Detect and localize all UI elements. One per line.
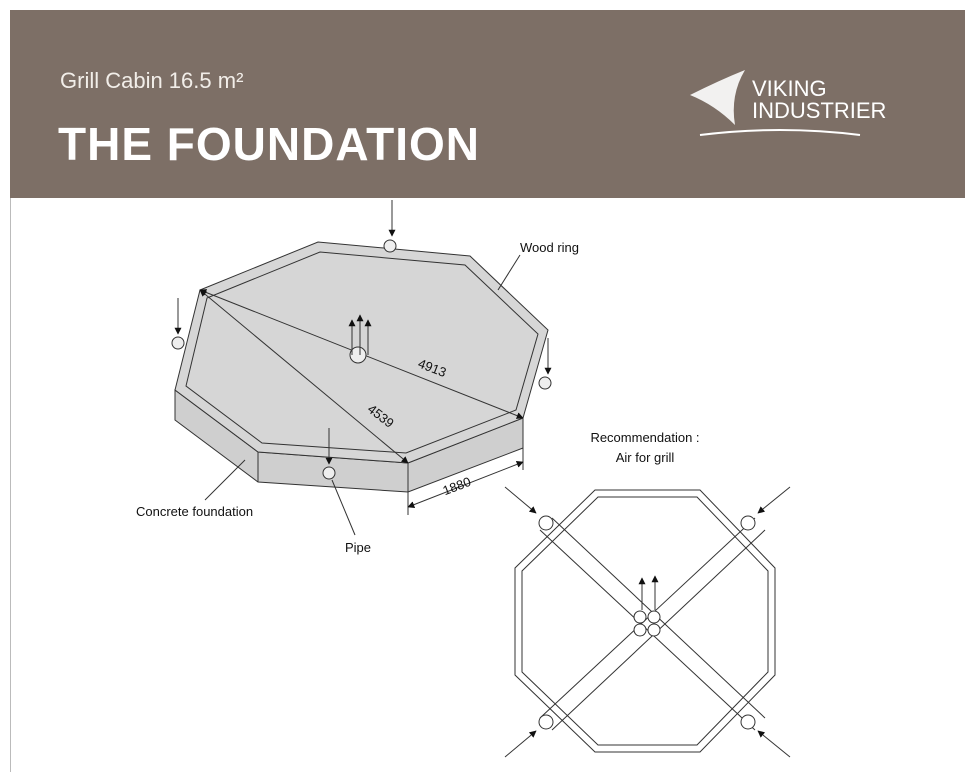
document: Grill Cabin 16.5 m² THE FOUNDATION VIKIN… — [0, 0, 965, 772]
subtitle: Grill Cabin 16.5 m² — [60, 68, 243, 93]
logo-line2: INDUSTRIER — [752, 98, 886, 123]
plan-view — [505, 487, 790, 757]
label-wood-ring: Wood ring — [520, 240, 579, 255]
plan-view-circle — [648, 611, 660, 623]
isometric-foundation-circle — [323, 467, 335, 479]
plan-view-circle — [634, 624, 646, 636]
page: The Foundation {"header": {"subtitle": "… — [0, 0, 965, 772]
recommendation-line1: Recommendation : — [590, 430, 699, 445]
isometric-foundation — [172, 200, 551, 535]
plan-view-line — [758, 731, 790, 757]
isometric-foundation-line — [205, 460, 245, 500]
title: THE FOUNDATION — [58, 118, 480, 170]
body: Grill Cabin 16.5 m² THE FOUNDATION VIKIN… — [0, 0, 965, 772]
plan-view-circle — [539, 715, 553, 729]
plan-view-line — [758, 487, 790, 513]
isometric-foundation-line — [498, 255, 520, 290]
plan-view-circle — [539, 516, 553, 530]
plan-view-circle — [741, 516, 755, 530]
plan-view-circle — [741, 715, 755, 729]
plan-view-line — [505, 731, 536, 757]
plan-view-circle — [648, 624, 660, 636]
recommendation-line2: Air for grill — [616, 450, 675, 465]
plan-view-line — [505, 487, 536, 513]
label-concrete: Concrete foundation — [136, 504, 253, 519]
plan-view-line — [540, 518, 755, 718]
isometric-foundation-circle — [384, 240, 396, 252]
label-pipe: Pipe — [345, 540, 371, 555]
isometric-foundation-circle — [172, 337, 184, 349]
plan-view-circle — [634, 611, 646, 623]
isometric-foundation-circle — [539, 377, 551, 389]
